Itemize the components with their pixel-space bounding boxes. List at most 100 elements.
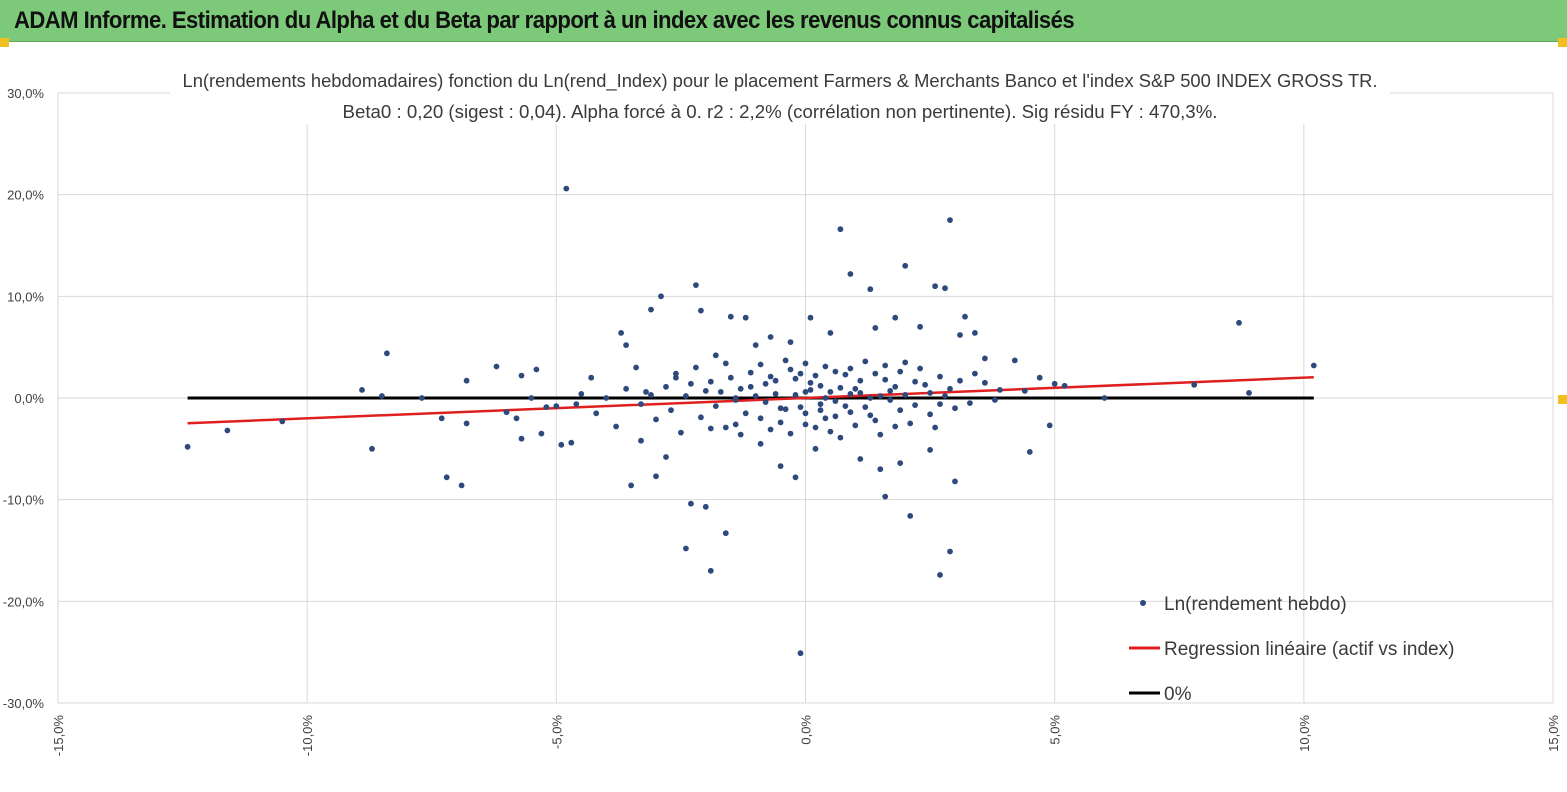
data-point [379,393,385,399]
data-point [573,401,580,407]
data-point [359,387,365,393]
data-point [1101,395,1108,401]
data-point [817,401,824,407]
data-point [658,293,664,300]
data-point [653,416,659,423]
data-point [917,323,923,330]
data-point [443,474,450,481]
data-point [673,374,679,381]
data-point [812,445,819,452]
data-point [438,415,445,422]
data-point [947,217,953,224]
data-point [927,390,933,396]
regression-line [187,376,1314,425]
data-point [698,414,704,421]
data-point [827,330,834,336]
legend-marker [1140,600,1146,606]
data-point [578,391,585,397]
data-point [732,397,739,403]
data-point [907,420,914,427]
data-point [937,572,943,578]
data-point [802,410,809,417]
data-point [827,389,834,395]
data-point [847,391,854,397]
data-point [807,314,814,321]
data-point [528,395,535,401]
data-point [927,447,933,453]
y-tick-label: -20,0% [3,594,45,609]
data-point [902,359,909,366]
report-title: ADAM Informe. Estimation du Alpha et du … [14,7,1075,34]
resize-handle-top-right[interactable] [1558,38,1567,47]
data-point [653,473,659,480]
data-point [1026,449,1033,455]
data-point [932,283,938,290]
data-point [872,325,879,331]
data-point [712,403,719,409]
resize-handle-top-left[interactable] [0,38,9,47]
data-point [1310,362,1317,369]
x-tick-label: -15,0% [51,715,66,757]
data-point [538,430,545,437]
data-point [902,392,909,398]
data-point [418,395,425,401]
data-point [712,352,719,359]
data-point [747,369,754,376]
data-point [842,403,849,409]
data-point [722,424,729,431]
data-point [812,424,819,431]
data-point [962,313,968,320]
data-point [797,404,804,410]
data-point [782,357,789,364]
data-point [892,423,899,430]
data-point [663,383,669,390]
data-point [673,370,679,377]
y-tick-label: 20,0% [7,188,44,203]
data-point [638,437,644,444]
data-point [1046,422,1053,429]
data-point [882,376,889,383]
data-point [762,399,769,405]
data-point [369,445,375,452]
data-point [832,368,839,375]
data-point [1246,390,1252,396]
data-point [737,385,744,392]
data-point [648,306,654,313]
data-point [493,363,500,370]
data-point [942,393,948,399]
resize-handle-right[interactable] [1558,395,1567,404]
data-point [867,395,874,401]
axis-tick-labels: -30,0% -20,0% -10,0% 0,0% 10,0% 20,0% 30,0% -15… [3,86,1561,756]
data-point [518,435,525,442]
data-point [518,372,525,379]
data-point [593,410,600,417]
data-point [882,493,889,500]
data-point [972,370,978,377]
data-point [752,342,759,348]
data-point [742,410,749,417]
data-point [982,379,988,386]
data-point [613,423,619,430]
data-point [1021,388,1028,394]
data-point [618,330,624,336]
data-point [732,421,739,428]
data-point [837,434,844,441]
data-point [917,365,923,372]
data-point [1036,374,1043,381]
data-point [757,361,764,368]
data-point [797,370,804,377]
chart-title-line2: Beta0 : 0,20 (sigest : 0,04). Alpha forc… [343,102,1218,122]
y-tick-label: -30,0% [3,696,45,711]
x-tick-label: 0,0% [799,715,814,745]
data-point [722,360,729,367]
data-point [463,377,470,384]
data-point [842,371,849,378]
data-point [1236,319,1242,326]
data-point [727,313,734,320]
data-point [707,567,714,574]
data-point [777,463,784,469]
data-point [847,409,854,416]
data-point [568,439,575,446]
data-point [787,430,794,437]
data-point [857,456,864,462]
